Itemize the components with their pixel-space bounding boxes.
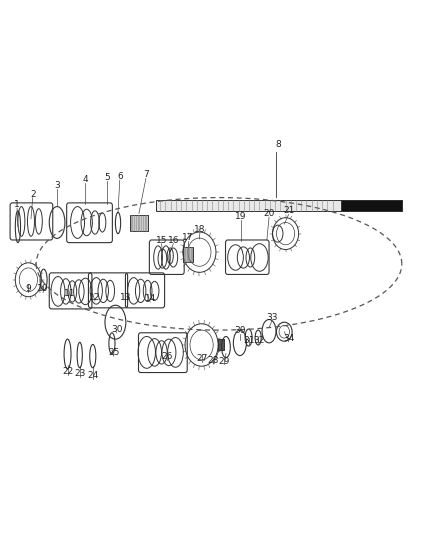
Text: 30: 30 [111, 325, 123, 334]
Text: 13: 13 [120, 294, 131, 302]
Text: 33: 33 [266, 312, 278, 321]
Text: 27: 27 [196, 354, 207, 363]
Text: 30: 30 [234, 326, 246, 335]
Text: 26: 26 [161, 352, 173, 361]
Text: 1: 1 [14, 200, 20, 209]
Text: 7: 7 [143, 171, 149, 180]
Text: 24: 24 [87, 371, 99, 380]
Text: 31: 31 [243, 336, 254, 345]
Text: 3: 3 [54, 181, 60, 190]
Text: 25: 25 [108, 348, 120, 357]
Text: 14: 14 [145, 294, 156, 303]
Text: 6: 6 [117, 172, 123, 181]
Text: 5: 5 [104, 173, 110, 182]
Bar [156, 200, 402, 212]
Text: 32: 32 [253, 336, 265, 345]
Text: 16: 16 [168, 236, 179, 245]
Text: 34: 34 [283, 334, 294, 343]
Bar [130, 215, 148, 231]
Text: 21: 21 [283, 206, 294, 215]
Text: 18: 18 [194, 225, 205, 234]
Text: 2: 2 [30, 190, 35, 198]
Text: 20: 20 [263, 209, 275, 218]
Text: 22: 22 [62, 367, 73, 376]
Text: 9: 9 [25, 285, 31, 294]
Text: 10: 10 [37, 285, 49, 294]
Text: 28: 28 [208, 356, 219, 365]
Text: 23: 23 [74, 369, 85, 378]
Text: 11: 11 [64, 289, 76, 297]
Text: 29: 29 [219, 357, 230, 366]
Bar [218, 338, 224, 350]
Text: 15: 15 [156, 236, 167, 245]
Bar [341, 200, 402, 212]
Text: 17: 17 [182, 233, 194, 242]
Text: 8: 8 [275, 140, 281, 149]
Text: 12: 12 [89, 293, 101, 302]
Text: 4: 4 [83, 175, 88, 184]
Text: 19: 19 [235, 212, 247, 221]
Bar [184, 247, 193, 262]
